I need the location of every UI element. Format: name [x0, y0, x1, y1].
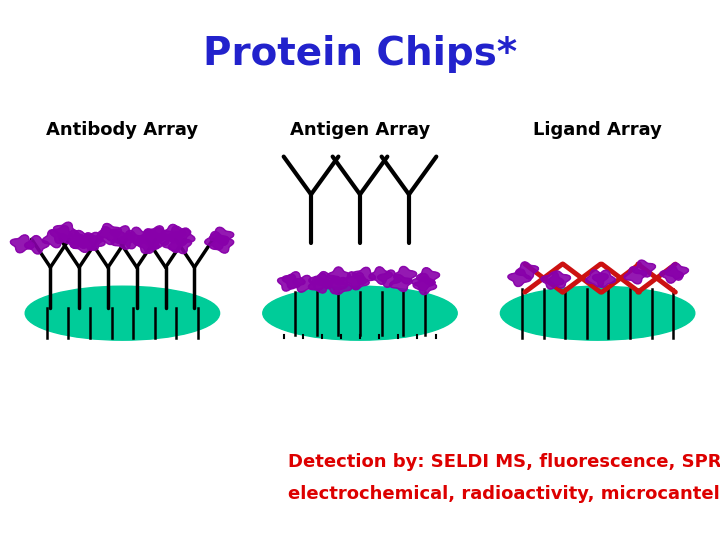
- Polygon shape: [96, 227, 120, 245]
- Polygon shape: [665, 263, 688, 280]
- Polygon shape: [277, 274, 300, 291]
- Polygon shape: [98, 224, 122, 241]
- Polygon shape: [210, 235, 234, 253]
- Polygon shape: [71, 234, 94, 252]
- Polygon shape: [393, 266, 417, 284]
- Polygon shape: [50, 226, 73, 244]
- Polygon shape: [150, 228, 174, 245]
- Polygon shape: [168, 226, 191, 244]
- Polygon shape: [327, 267, 351, 285]
- Polygon shape: [204, 232, 229, 249]
- Polygon shape: [353, 267, 376, 285]
- Polygon shape: [516, 262, 539, 279]
- Polygon shape: [412, 274, 436, 291]
- Polygon shape: [390, 274, 412, 292]
- Ellipse shape: [25, 286, 220, 340]
- Polygon shape: [162, 234, 186, 253]
- Ellipse shape: [263, 286, 457, 340]
- Polygon shape: [145, 226, 168, 244]
- Polygon shape: [118, 231, 143, 249]
- Polygon shape: [69, 231, 93, 248]
- Polygon shape: [324, 276, 347, 294]
- Polygon shape: [168, 236, 192, 254]
- Polygon shape: [315, 272, 337, 289]
- Polygon shape: [161, 224, 186, 243]
- Polygon shape: [53, 222, 77, 240]
- Polygon shape: [541, 272, 564, 289]
- Polygon shape: [308, 276, 330, 293]
- Polygon shape: [135, 235, 160, 253]
- Polygon shape: [110, 226, 134, 243]
- Polygon shape: [10, 235, 35, 253]
- Polygon shape: [413, 277, 436, 295]
- Ellipse shape: [500, 286, 695, 340]
- Polygon shape: [585, 270, 608, 287]
- Polygon shape: [125, 227, 149, 246]
- Polygon shape: [171, 228, 195, 246]
- Polygon shape: [342, 272, 365, 289]
- Polygon shape: [378, 270, 401, 287]
- Polygon shape: [346, 273, 369, 290]
- Polygon shape: [633, 260, 655, 277]
- Polygon shape: [309, 273, 332, 291]
- Text: Antigen Array: Antigen Array: [290, 120, 430, 139]
- Polygon shape: [660, 266, 683, 283]
- Text: Protein Chips*: Protein Chips*: [203, 35, 517, 73]
- Text: electrochemical, radioactivity, microcantelever: electrochemical, radioactivity, microcan…: [288, 485, 720, 503]
- Polygon shape: [282, 272, 305, 289]
- Polygon shape: [417, 268, 440, 285]
- Polygon shape: [593, 270, 616, 287]
- Text: Antibody Array: Antibody Array: [46, 120, 199, 139]
- Polygon shape: [369, 267, 392, 285]
- Polygon shape: [24, 235, 49, 254]
- Polygon shape: [293, 275, 315, 292]
- Polygon shape: [111, 232, 135, 249]
- Polygon shape: [138, 229, 162, 247]
- Polygon shape: [80, 233, 103, 251]
- Polygon shape: [42, 230, 66, 248]
- Polygon shape: [508, 269, 531, 286]
- Polygon shape: [548, 271, 570, 288]
- Polygon shape: [140, 230, 164, 248]
- Polygon shape: [329, 278, 351, 294]
- Polygon shape: [624, 267, 647, 284]
- Polygon shape: [138, 235, 162, 253]
- Polygon shape: [81, 232, 105, 251]
- Polygon shape: [210, 227, 234, 245]
- Text: Ligand Array: Ligand Array: [534, 120, 662, 139]
- Polygon shape: [62, 230, 87, 248]
- Text: Detection by: SELDI MS, fluorescence, SPR,: Detection by: SELDI MS, fluorescence, SP…: [288, 453, 720, 471]
